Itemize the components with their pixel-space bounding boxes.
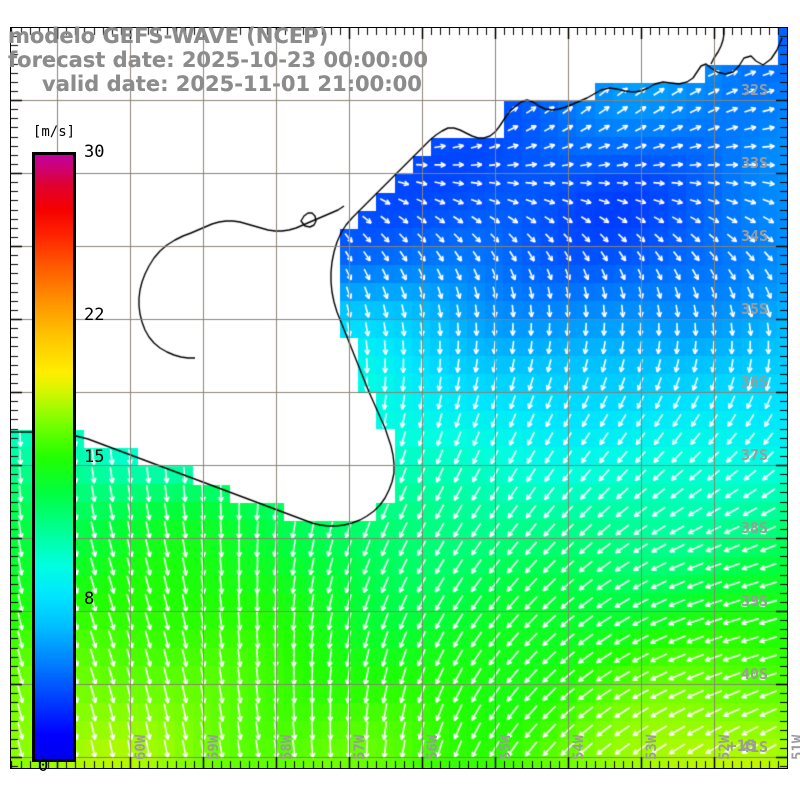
lon-label-53W: 53W [644,734,660,760]
colorbar-unit-label: [m/s] [32,124,76,140]
lat-label-38S: 38S [741,519,769,537]
colorbar-gradient [32,152,76,762]
lon-label-57W: 57W [352,734,368,760]
lat-label-40S: 40S [741,665,769,683]
forecast-step-label: +15 [727,736,756,755]
lon-label-59W: 59W [206,734,222,760]
forecast-date: forecast date: 2025-10-23 00:00:00 [8,48,428,72]
colorbar-tick-22: 22 [84,304,105,325]
model-title: modelo GEFS-WAVE (NCEP) [8,24,329,48]
lon-label-58W: 58W [279,734,295,760]
lat-label-37S: 37S [741,446,769,464]
lon-label-55W: 55W [498,734,514,760]
lat-label-32S: 32S [741,81,769,99]
colorbar-tick-15: 15 [84,447,105,467]
map-title-block: modelo GEFS-WAVE (NCEP) forecast date: 2… [0,24,520,96]
map-plot-area [11,28,787,768]
graticule-grid [11,28,787,768]
lon-label-56W: 56W [425,734,441,760]
lat-label-39S: 39S [741,592,769,610]
lon-label-54W: 54W [571,734,587,760]
valid-date: valid date: 2025-11-01 21:00:00 [42,72,422,96]
map-frame [10,27,788,769]
lat-label-34S: 34S [741,227,769,245]
colorbar-tick-30: 30 [84,142,105,162]
lat-label-36S: 36S [741,373,769,391]
colorbar-tick-0: 0 [38,756,49,776]
lon-label-51W: 51W [790,734,800,760]
lon-label-60W: 60W [133,734,149,760]
colorbar: [m/s] 30 22 15 8 0 [32,124,104,776]
lat-label-33S: 33S [741,154,769,172]
lat-label-35S: 35S [741,300,769,318]
colorbar-tick-8: 8 [84,589,95,610]
